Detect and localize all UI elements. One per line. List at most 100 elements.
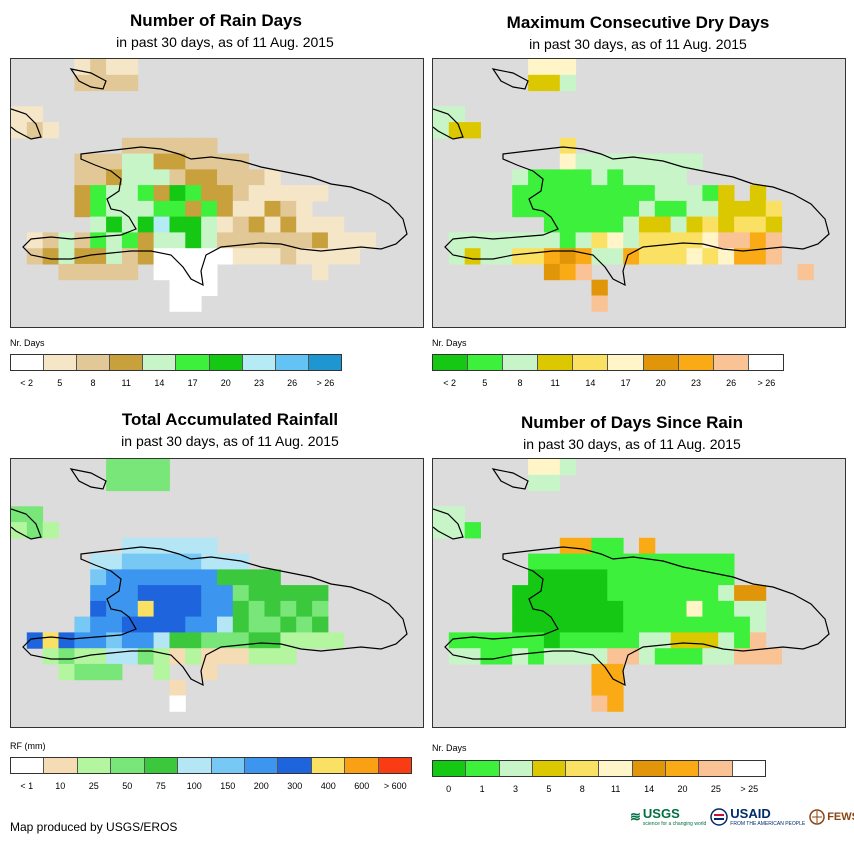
- map-cell: [217, 200, 234, 218]
- legend-swatch: [44, 758, 78, 773]
- fews-globe-icon: [809, 808, 825, 825]
- legend-swatch: [433, 761, 467, 776]
- map-cell: [623, 232, 640, 249]
- map-cell: [591, 295, 608, 312]
- map-cell: [559, 632, 577, 649]
- map-cell: [121, 616, 139, 633]
- map-cell: [312, 263, 329, 281]
- map-cell: [137, 169, 155, 186]
- map-cell: [591, 553, 608, 570]
- map-cell: [137, 216, 155, 233]
- map-cell: [42, 648, 59, 665]
- map-cell: [169, 137, 186, 155]
- map-cell: [185, 632, 202, 649]
- map-cell: [686, 248, 703, 265]
- map-cell: [575, 632, 592, 649]
- legend-swatch: [77, 758, 112, 773]
- map-cell: [42, 632, 59, 649]
- map-cell: [765, 216, 783, 233]
- map-cell: [26, 632, 44, 649]
- map-cell: [26, 522, 44, 539]
- map-cell: [702, 648, 719, 665]
- map-cell: [639, 585, 656, 602]
- legend-label: 8: [90, 378, 96, 388]
- map-cell: [639, 216, 656, 233]
- map-cell: [217, 569, 234, 586]
- map-cell: [512, 169, 529, 186]
- map-cell: [327, 248, 345, 265]
- legend-bar: [10, 354, 342, 371]
- map-cell: [559, 569, 577, 586]
- legend-label: 11: [550, 378, 560, 388]
- map-cell: [185, 279, 202, 296]
- map-cell: [248, 216, 265, 233]
- map-cell: [765, 248, 783, 265]
- map-cell: [734, 200, 751, 218]
- map-cell: [575, 200, 592, 218]
- map-cell: [734, 616, 751, 633]
- map-cell: [137, 569, 155, 586]
- map-cell: [591, 537, 608, 555]
- map-cell: [121, 200, 139, 218]
- map-cell: [512, 585, 529, 602]
- map-cell: [654, 569, 672, 586]
- legend-swatch: [110, 355, 144, 370]
- map-cell: [718, 185, 735, 202]
- legend-swatch: [433, 355, 469, 370]
- map-cell: [543, 569, 561, 586]
- map-cell: [90, 200, 107, 218]
- map-cell: [169, 585, 186, 602]
- map-cell: [749, 600, 767, 618]
- map-cell: [106, 553, 123, 570]
- map-cell: [169, 232, 186, 249]
- map-cell: [654, 648, 672, 665]
- map-cell: [248, 185, 265, 202]
- map-cell: [639, 648, 656, 665]
- map-cell: [543, 232, 561, 249]
- legend-label: > 26: [316, 378, 335, 388]
- map-cell: [543, 169, 561, 186]
- legend-title: Nr. Days: [432, 338, 467, 348]
- map-cell: [232, 169, 250, 186]
- map-cell: [153, 200, 170, 218]
- map-cell: [74, 263, 91, 281]
- map-cell: [591, 153, 608, 170]
- map-cell: [185, 537, 202, 555]
- map-raster: [11, 59, 408, 312]
- coastline: [69, 68, 107, 90]
- map-cell: [607, 200, 624, 218]
- legend-swatch: [278, 758, 312, 773]
- map-cell: [464, 522, 481, 539]
- map-cell: [106, 169, 123, 186]
- map-cell: [58, 632, 75, 649]
- map-cell: [232, 569, 250, 586]
- legend-bar: [432, 760, 766, 777]
- panel-subtitle: in past 30 days, as of 11 Aug. 2015: [116, 34, 334, 50]
- map-cell: [201, 663, 218, 681]
- map-cell: [280, 616, 297, 633]
- map-cell: [106, 232, 123, 249]
- map-cell: [106, 459, 123, 476]
- map-cell: [201, 537, 218, 555]
- map-cell: [464, 632, 481, 649]
- map-cell: [90, 248, 107, 265]
- legend-label: < 2: [20, 378, 33, 388]
- map-cell: [359, 232, 376, 249]
- map-cell: [185, 648, 202, 665]
- legend-swatch: [732, 761, 765, 776]
- map-cell: [591, 279, 608, 296]
- map-cell: [639, 200, 656, 218]
- map-cell: [543, 474, 561, 492]
- map-cell: [153, 169, 170, 186]
- map-cell: [543, 59, 561, 76]
- map-cell: [137, 474, 155, 492]
- map-cell: [512, 185, 529, 202]
- legend-swatch: [11, 758, 45, 773]
- map-cell: [121, 648, 139, 665]
- map-cell: [185, 248, 202, 265]
- map-cell: [185, 263, 202, 281]
- legend-label: 400: [320, 781, 336, 791]
- map-cell: [559, 232, 577, 249]
- map-cell: [654, 616, 672, 633]
- map-cell: [718, 232, 735, 249]
